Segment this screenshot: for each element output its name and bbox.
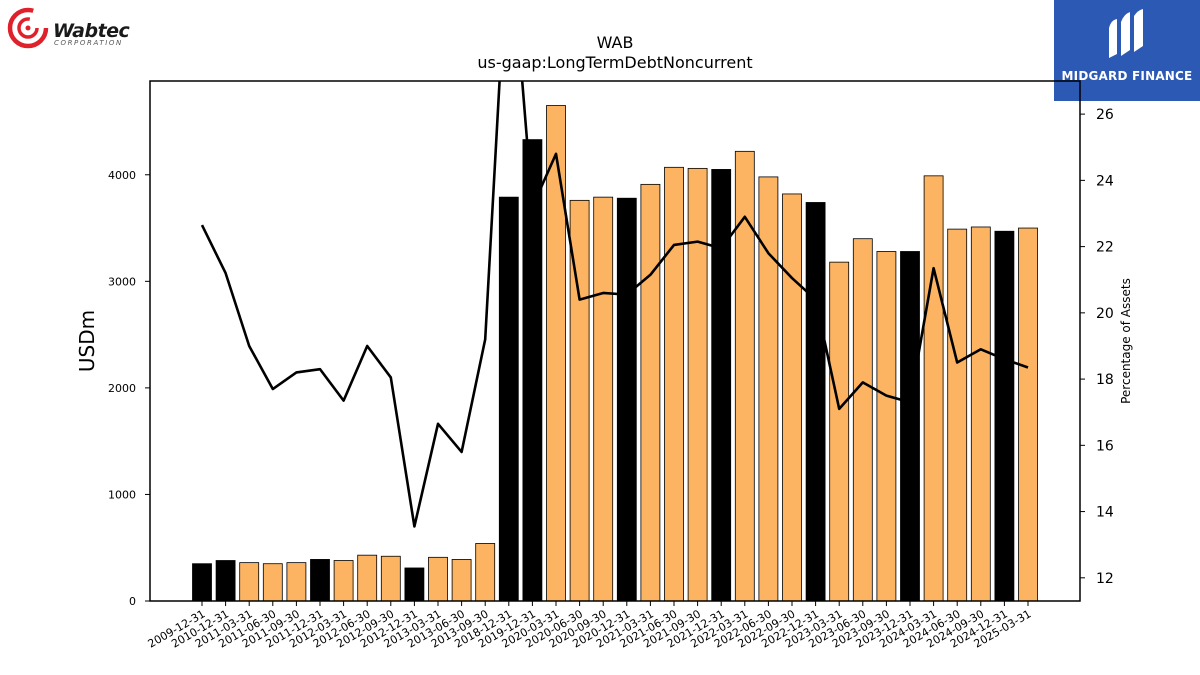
y2-tick-label: 12 [1096,571,1114,587]
wabtec-logo-subtext: CORPORATION [54,39,123,47]
y-tick-label: 3000 [108,275,136,288]
plot-area: 0100020003000400012141618202224262009-12… [108,80,1114,651]
midgard-finance-logo: MIDGARD FINANCE [1054,0,1200,101]
midgard-finance-logo-mark-icon [1109,9,1143,58]
y2-tick-label: 18 [1096,372,1114,388]
wabtec-logo-text: Wabtec [53,20,130,42]
bar [947,228,968,602]
bar [1018,227,1038,602]
bar [805,202,826,602]
bar [852,238,873,602]
bar [404,567,425,602]
y-tick-label: 0 [129,595,136,608]
y2-tick-label: 26 [1096,107,1114,123]
y-tick-label: 2000 [108,382,136,395]
bar [664,166,684,602]
bar [215,560,236,602]
bar [192,563,212,602]
bar [380,555,401,602]
bar [640,183,661,602]
bar [239,562,260,602]
y2-tick-label: 24 [1096,173,1114,189]
bar [829,261,850,602]
bar [758,176,779,602]
bar [498,196,519,602]
y-axis-label: USDm [75,310,99,372]
bar [923,175,944,602]
midgard-finance-logo-text: MIDGARD FINANCE [1061,69,1193,83]
bar [333,560,354,602]
bar [900,251,920,602]
wabtec-logo-mark-icon [7,7,49,49]
chart-title: WAB [597,33,634,52]
bar [522,139,543,602]
bar [262,563,283,602]
bar [357,554,378,602]
bar [876,251,897,602]
bar [687,167,708,602]
bar [782,193,802,602]
chart-subtitle: us-gaap:LongTermDebtNoncurrent [477,53,752,72]
bar [593,196,614,602]
y2-tick-label: 22 [1096,240,1114,256]
bar [970,226,991,602]
wabtec-logo: Wabtec CORPORATION [6,6,146,52]
bar [616,197,637,602]
bar [475,543,496,602]
bar [310,559,330,602]
y2-tick-label: 20 [1096,306,1114,322]
bar [286,562,307,602]
y-tick-label: 4000 [108,169,136,182]
bar [451,559,472,602]
y-tick-label: 1000 [108,488,136,501]
bar [546,105,566,602]
series-line [200,81,1029,528]
bar [428,556,448,602]
plot-frame [149,80,1081,602]
bar [994,230,1015,602]
y2-tick-label: 14 [1096,505,1114,521]
y2-axis-label: Percentage of Assets [1119,278,1133,404]
y2-tick-label: 16 [1096,438,1114,454]
bar [711,169,732,602]
